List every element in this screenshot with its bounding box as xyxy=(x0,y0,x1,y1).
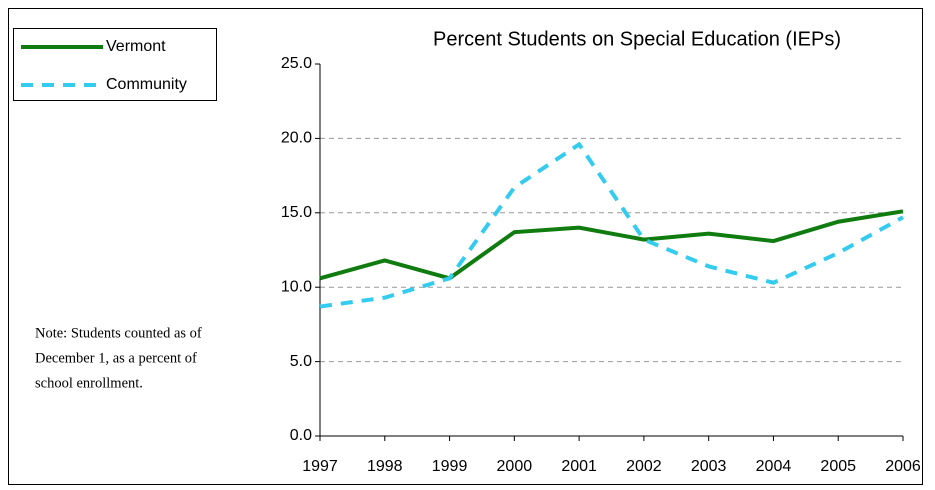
note: Note: Students counted as of December 1, … xyxy=(35,325,202,391)
note-line: Note: Students counted as of xyxy=(35,325,202,341)
x-tick-label: 2003 xyxy=(691,458,727,475)
x-tick-label: 2002 xyxy=(626,458,662,475)
y-tick-label: 5.0 xyxy=(290,353,312,370)
x-tick-label: 2006 xyxy=(885,458,921,475)
note-line: December 1, as a percent of xyxy=(35,350,197,366)
legend-label: Vermont xyxy=(106,38,166,55)
x-tick-label: 2001 xyxy=(561,458,597,475)
y-tick-label: 10.0 xyxy=(281,278,312,295)
x-tick-label: 2000 xyxy=(497,458,533,475)
y-tick-label: 0.0 xyxy=(290,427,312,444)
series-line xyxy=(319,209,904,281)
legend-label: Community xyxy=(106,76,187,93)
x-tick-label: 2005 xyxy=(820,458,856,475)
x-tick-label: 1997 xyxy=(302,458,338,475)
x-tick-label: 1998 xyxy=(367,458,403,475)
y-tick-label: 20.0 xyxy=(281,130,312,147)
legend-box xyxy=(13,28,217,101)
chart-title: Percent Students on Special Education (I… xyxy=(433,28,841,50)
y-tick-label: 15.0 xyxy=(281,204,312,221)
note-line: school enrollment. xyxy=(35,375,143,391)
x-tick-label: 2004 xyxy=(756,458,792,475)
series-line xyxy=(319,141,904,309)
x-tick-label: 1999 xyxy=(432,458,468,475)
y-tick-label: 25.0 xyxy=(281,55,312,72)
